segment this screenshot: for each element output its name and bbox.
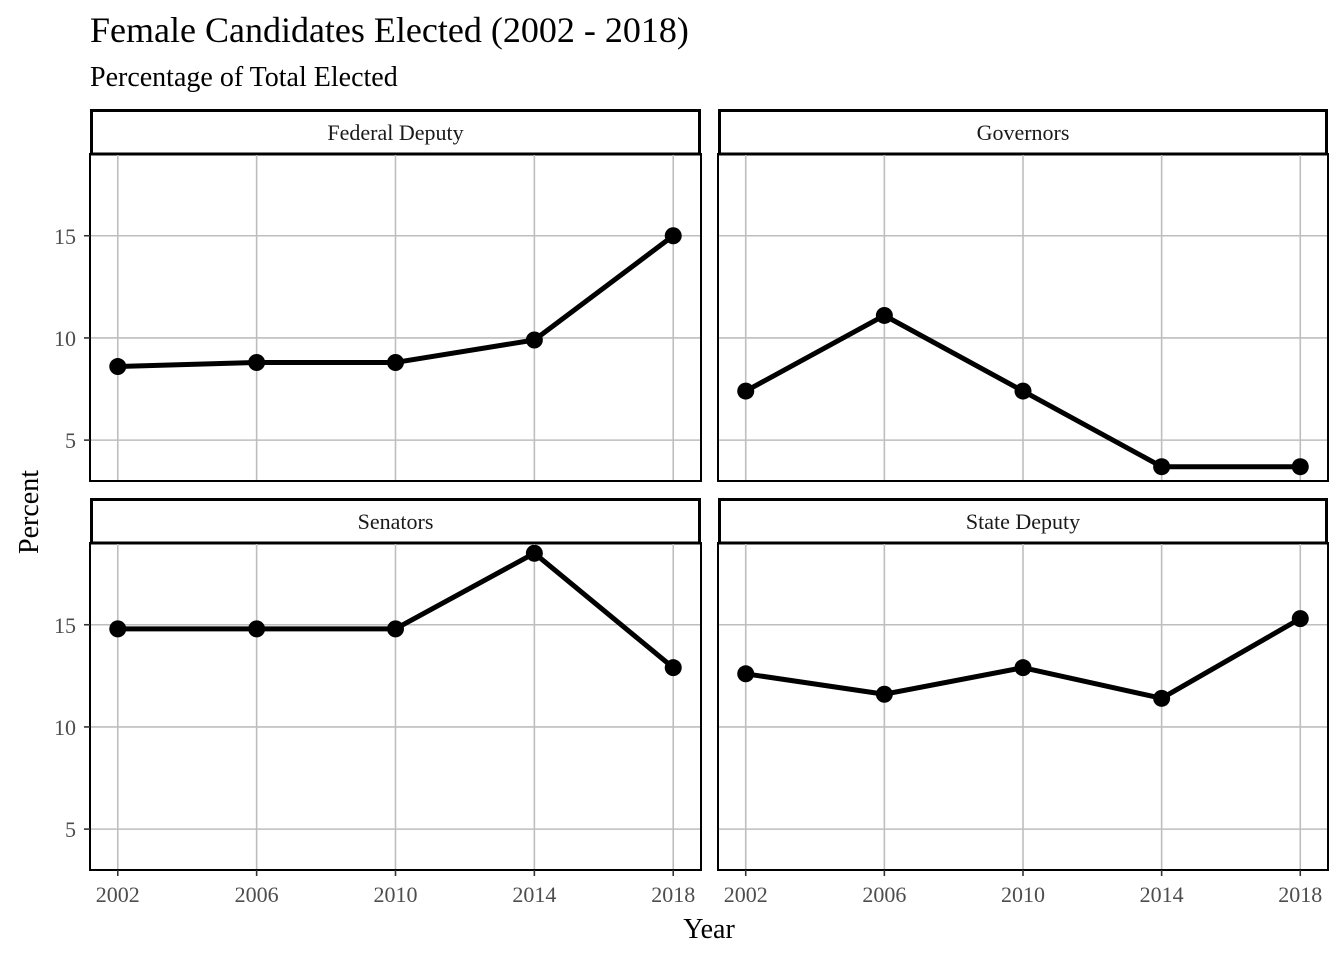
data-point [248, 353, 266, 371]
y-tick-label: 10 [54, 715, 76, 740]
data-point [387, 620, 404, 638]
data-point [1153, 458, 1171, 476]
panel-0: Federal Deputy 5 10 15 [54, 109, 702, 482]
panel-strip-label: State Deputy [966, 509, 1080, 534]
panel-3: State Deputy 2002 2006 2010 2014 2018 [717, 498, 1329, 907]
data-point [248, 620, 266, 638]
y-tick-label: 5 [65, 817, 76, 842]
data-point [109, 620, 127, 638]
data-point [664, 227, 682, 245]
x-axis-title: Year [683, 914, 735, 945]
panel-strip-label: Governors [977, 120, 1070, 145]
panel-strip-label: Federal Deputy [327, 120, 463, 145]
x-tick-label: 2014 [512, 882, 556, 907]
data-point [875, 685, 893, 703]
data-point [664, 659, 682, 677]
panels-group: Federal Deputy 5 10 15 Governors Senators 5 10 1… [54, 109, 1329, 907]
x-tick-label: 2010 [1001, 882, 1045, 907]
data-point [737, 382, 755, 400]
x-tick-label: 2014 [1140, 882, 1184, 907]
x-tick-label: 2002 [724, 882, 768, 907]
panel-1: Governors [717, 109, 1329, 482]
panel-strip [718, 498, 1328, 545]
data-point [1014, 659, 1032, 677]
chart-title: Female Candidates Elected (2002 - 2018) [90, 10, 689, 50]
y-tick-label: 5 [65, 428, 76, 453]
data-point [109, 358, 127, 376]
data-point [1291, 458, 1309, 476]
data-point [1014, 382, 1032, 400]
x-tick-label: 2002 [96, 882, 140, 907]
data-point [525, 331, 543, 349]
data-point [875, 306, 893, 324]
x-tick-label: 2006 [862, 882, 906, 907]
panel-border [89, 153, 702, 482]
data-point [387, 353, 404, 371]
chart-subtitle: Percentage of Total Elected [90, 62, 398, 93]
data-point [1153, 689, 1171, 707]
data-point [525, 544, 543, 562]
panel-strip-label: Senators [358, 509, 434, 534]
y-tick-label: 15 [54, 613, 76, 638]
x-tick-label: 2006 [235, 882, 279, 907]
panel-strip [90, 109, 701, 156]
x-tick-label: 2018 [651, 882, 695, 907]
data-point [737, 665, 755, 683]
y-tick-label: 10 [54, 326, 76, 351]
y-tick-label: 15 [54, 224, 76, 249]
x-tick-label: 2010 [374, 882, 418, 907]
x-tick-label: 2018 [1278, 882, 1322, 907]
data-point [1291, 610, 1309, 628]
y-axis-title: Percent [14, 470, 45, 554]
panel-2: Senators 5 10 15 2002 2006 2010 2014 2018 [54, 498, 702, 907]
panel-border [717, 153, 1329, 482]
